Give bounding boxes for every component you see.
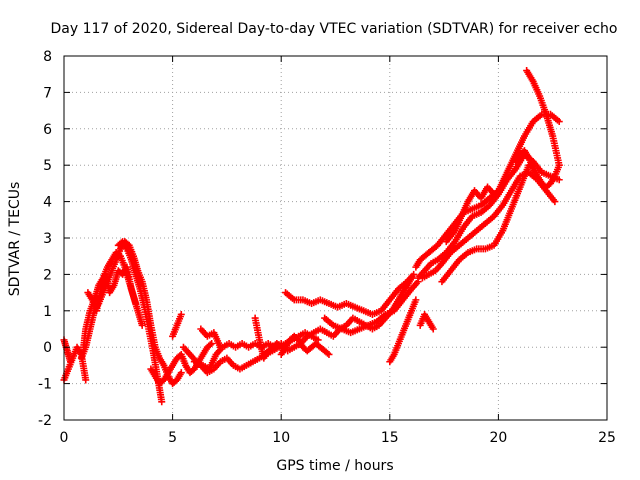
y-tick-label: 6	[43, 122, 52, 138]
data-point-marker	[324, 349, 332, 357]
y-axis-label: SDTVAR / TECUs	[7, 182, 23, 297]
x-tick-label: 25	[598, 430, 616, 446]
data-point-marker	[208, 340, 216, 348]
y-tick-label: -1	[38, 377, 52, 393]
data-point-marker	[82, 376, 90, 384]
data-point-marker	[158, 398, 166, 406]
data-point-marker	[216, 343, 224, 351]
data-series	[60, 67, 563, 406]
chart-title: Day 117 of 2020, Sidereal Day-to-day VTE…	[51, 21, 618, 37]
x-tick-label: 20	[489, 430, 507, 446]
data-point-marker	[177, 310, 185, 318]
data-point-marker	[555, 161, 563, 169]
data-point-marker	[555, 176, 563, 184]
data-point-marker	[325, 350, 333, 358]
data-point-marker	[138, 321, 146, 329]
data-point-marker	[410, 270, 418, 278]
x-tick-label: 5	[168, 430, 177, 446]
x-axis-label: GPS time / hours	[276, 458, 393, 474]
plot-area-border	[63, 55, 608, 421]
data-point-marker	[551, 198, 559, 206]
data-point-marker	[429, 325, 437, 333]
y-tick-label: 3	[43, 231, 52, 247]
data-point-marker	[276, 342, 284, 350]
data-point-marker	[177, 369, 185, 377]
data-point-marker	[132, 300, 140, 308]
x-tick-label: 10	[272, 430, 290, 446]
grid-lines	[64, 56, 607, 420]
data-point-marker	[490, 190, 498, 198]
y-tick-label: -2	[38, 413, 52, 429]
data-point-marker	[206, 341, 214, 349]
y-tick-label: 4	[43, 195, 52, 211]
y-tick-label: 8	[43, 49, 52, 65]
y-tick-label: 0	[43, 340, 52, 356]
y-tick-label: 5	[43, 158, 52, 174]
y-tick-label: 2	[43, 267, 52, 283]
data-point-marker	[555, 118, 563, 126]
x-tick-label: 0	[60, 430, 69, 446]
y-tick-label: 7	[43, 85, 52, 101]
x-tick-label: 15	[381, 430, 399, 446]
y-axis-ticks: -2 -1 0 1 2 3 4 5 6 7 8	[38, 49, 607, 429]
data-point-marker	[67, 358, 75, 366]
data-point-marker	[412, 296, 420, 304]
x-axis-ticks: 0 5 10 15 20 25	[60, 56, 616, 446]
y-tick-label: 1	[43, 304, 52, 320]
